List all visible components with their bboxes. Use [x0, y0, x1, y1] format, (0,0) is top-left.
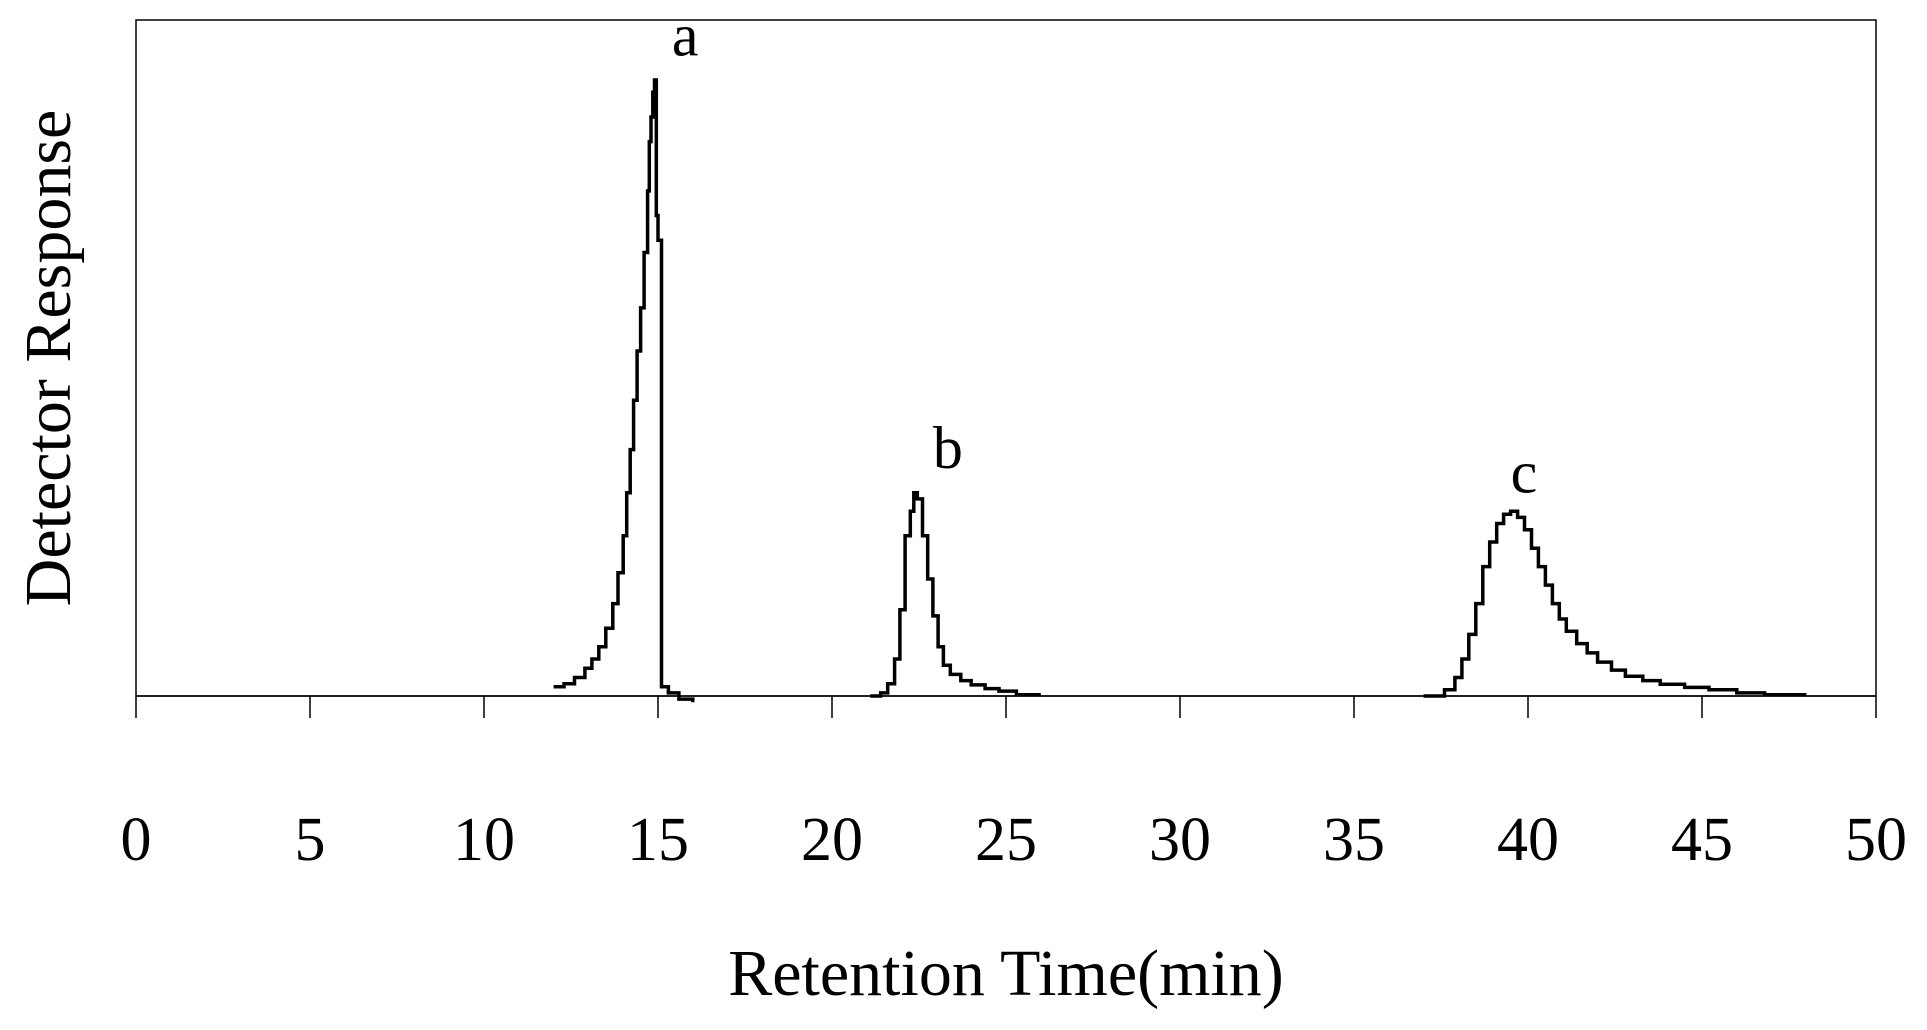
peak-trace-3 — [1423, 509, 1807, 698]
x-tick-label: 0 — [121, 806, 152, 874]
peak-trace-2 — [870, 490, 1041, 698]
x-tick-label: 20 — [801, 806, 863, 874]
x-tick-label: 45 — [1671, 806, 1733, 874]
x-axis-ticks — [135, 696, 1877, 718]
peak-annotations: a b c — [672, 2, 1537, 505]
peak-label-b: b — [933, 415, 963, 481]
x-axis-title: Retention Time(min) — [728, 937, 1284, 1010]
x-tick-label: 25 — [975, 806, 1037, 874]
x-tick-label: 5 — [295, 806, 326, 874]
x-tick-label: 35 — [1323, 806, 1385, 874]
peak-label-a: a — [672, 2, 699, 68]
peak-label-c: c — [1511, 440, 1538, 506]
y-axis-title: Detector Response — [12, 110, 85, 607]
chromatogram-traces — [553, 78, 1807, 703]
x-tick-label: 30 — [1149, 806, 1211, 874]
x-axis-tick-labels: 0 5 10 15 20 25 30 35 40 45 50 — [121, 806, 1908, 874]
x-tick-label: 15 — [627, 806, 689, 874]
peak-trace-1 — [553, 78, 695, 703]
x-tick-label: 40 — [1497, 806, 1559, 874]
x-tick-label: 10 — [453, 806, 515, 874]
x-tick-label: 50 — [1845, 806, 1907, 874]
plot-area-frame — [135, 19, 1877, 697]
